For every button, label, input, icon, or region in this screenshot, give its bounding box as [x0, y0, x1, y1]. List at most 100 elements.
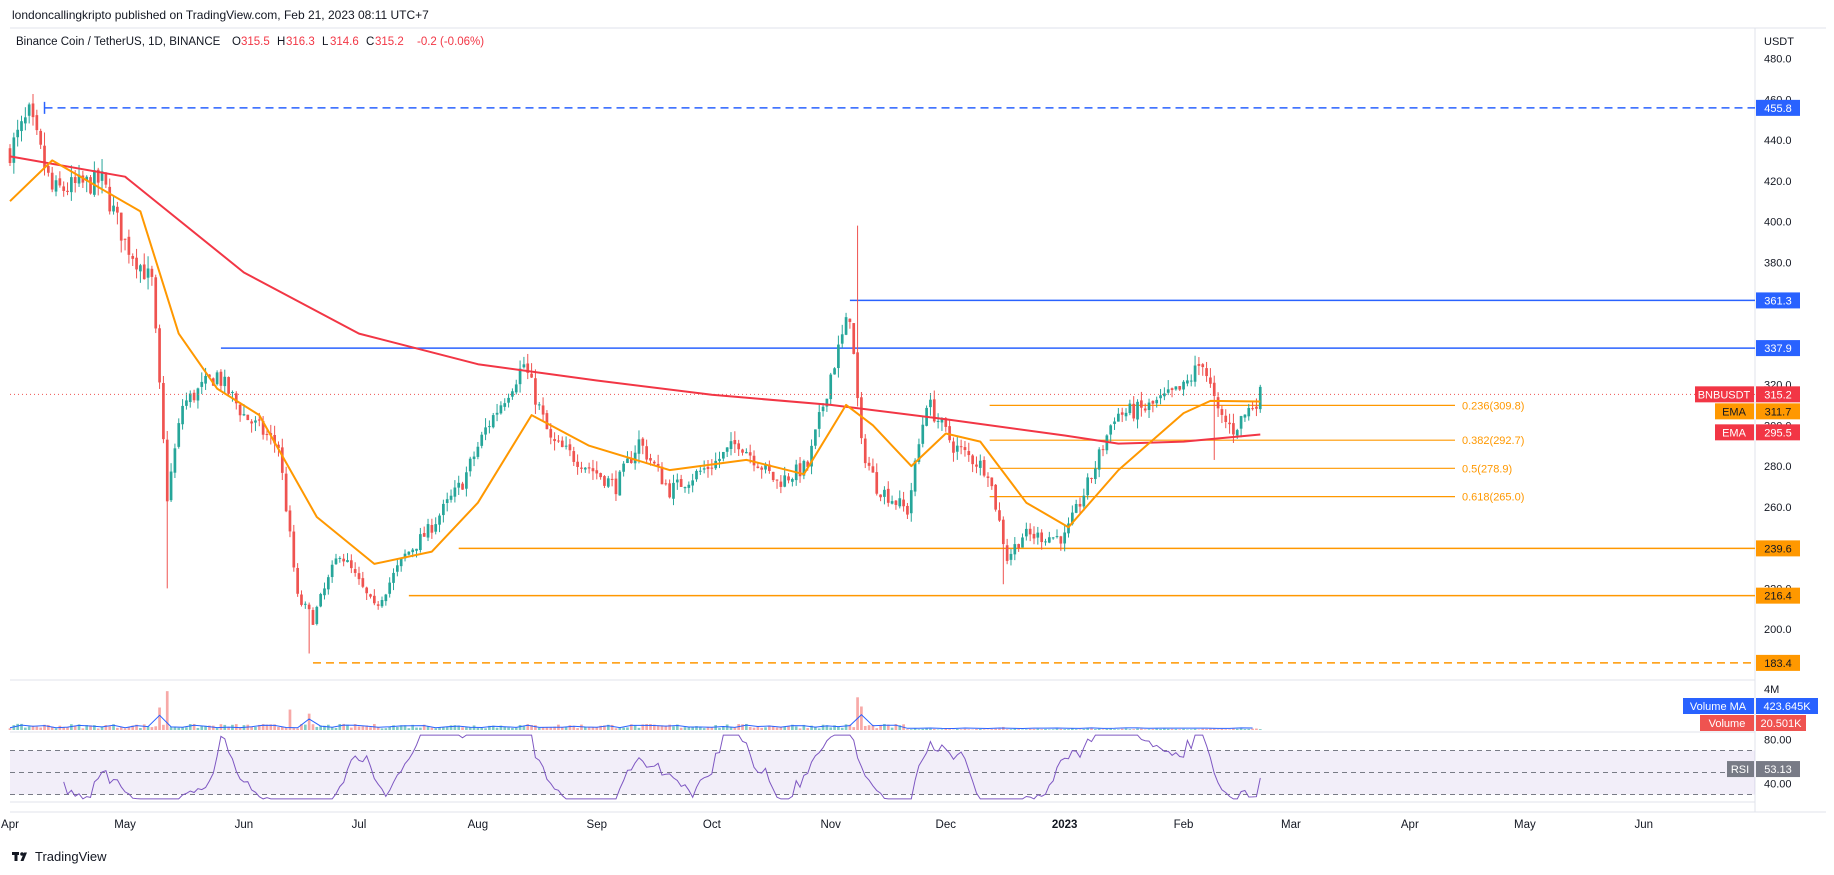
volume-bar — [35, 726, 39, 730]
candle — [1136, 399, 1139, 429]
candle — [1151, 400, 1155, 413]
candle — [821, 403, 825, 417]
rsi-pane[interactable]: 80.00 40.00 RSI 53.13 — [10, 735, 1800, 800]
volume-bar — [311, 724, 315, 730]
candle-body — [511, 391, 514, 397]
candle — [507, 393, 510, 408]
volume-bar — [292, 728, 296, 730]
candle — [706, 460, 710, 478]
volume-bar — [1243, 729, 1247, 730]
candle-body — [871, 466, 875, 473]
level-tag-455.8 — [1756, 99, 1800, 116]
volume-bar — [572, 725, 576, 730]
candle — [1166, 380, 1170, 396]
candle-body — [994, 484, 997, 510]
candle-body — [246, 414, 250, 421]
candle — [518, 360, 522, 393]
volume-bar — [108, 726, 112, 730]
candle-body — [840, 334, 844, 344]
volume-bar — [100, 726, 104, 730]
candle — [16, 119, 20, 147]
candle-body — [955, 445, 959, 452]
candle — [1120, 407, 1124, 423]
candle-body — [346, 560, 349, 563]
candle — [185, 392, 188, 410]
tradingview-brand: TradingView — [35, 849, 107, 864]
footer[interactable]: TradingView — [12, 849, 107, 864]
candle-body — [1258, 386, 1262, 410]
candle — [906, 502, 909, 519]
candle — [93, 161, 96, 197]
volume-bar — [1220, 728, 1224, 730]
candle-body — [990, 477, 994, 487]
volume-pane[interactable]: 4M Volume MA 423.645K Volume 20.501K — [8, 684, 1818, 731]
volume-bar — [403, 725, 407, 730]
volume-bar — [23, 727, 27, 730]
candle-body — [461, 483, 464, 490]
volume-bar — [119, 726, 123, 730]
candle-body — [1247, 407, 1251, 417]
candle — [250, 419, 253, 433]
volume-bar — [47, 724, 50, 730]
candle-body — [219, 371, 223, 386]
candle — [1209, 368, 1212, 388]
volume-bar — [978, 729, 982, 730]
candle — [622, 461, 625, 477]
volume-bar — [610, 724, 614, 730]
symbol-tag-label: BNBUSDT — [1698, 389, 1751, 401]
volume-bar — [158, 707, 161, 730]
volume-bar — [534, 725, 537, 730]
candle-body — [353, 569, 357, 573]
volume-bar — [906, 729, 909, 730]
volume-bar — [1063, 729, 1067, 730]
volume-bar — [434, 728, 438, 730]
candle — [104, 172, 108, 189]
tradingview-logo-icon — [12, 851, 27, 861]
volume-bar — [994, 728, 997, 730]
candle-body — [771, 471, 775, 481]
volume-bar — [365, 725, 369, 730]
candle-body — [1021, 537, 1024, 548]
volume-bar — [1186, 729, 1189, 730]
candles[interactable] — [8, 94, 1755, 654]
volume-bar — [169, 726, 173, 730]
volume-bar — [288, 709, 292, 730]
ohlc-open-value: 315.5 — [241, 36, 270, 48]
candle-body — [1170, 388, 1174, 391]
candle-body — [1205, 368, 1208, 377]
volume-bar — [932, 728, 936, 730]
candle-body — [645, 446, 648, 460]
candle-body — [906, 505, 909, 515]
volume-bar — [1209, 728, 1212, 730]
candle — [365, 586, 369, 600]
volume-bar — [357, 726, 361, 730]
level-tag-361.3 — [1756, 292, 1800, 309]
candle — [1109, 424, 1113, 443]
candle — [537, 401, 541, 410]
candle-body — [112, 205, 115, 212]
volume-bar — [269, 724, 273, 730]
candle-body — [783, 475, 787, 487]
candle — [288, 505, 292, 538]
candle-body — [422, 533, 426, 537]
volume-bar — [810, 725, 813, 730]
time-tick-label: May — [1514, 819, 1536, 831]
candle — [656, 454, 660, 472]
candle — [20, 115, 23, 142]
volume-bar — [1047, 729, 1051, 730]
fibonacci-retracement[interactable]: 0.236(309.8) 0.382(292.7) 0.5(278.9) 0.618(… — [989, 400, 1525, 504]
candle-body — [380, 599, 384, 607]
horizontal-levels[interactable]: 455.8 361.3 337.9 239.6 216.4 183.4 — [43, 99, 1800, 671]
volume-bar — [599, 725, 602, 730]
volume-bar — [603, 725, 606, 730]
volume-bar — [698, 727, 702, 730]
time-axis[interactable]: Apr May Jun Jul Aug Sep Oct Nov Dec 2023 Feb Mar Apr… — [1, 819, 1653, 831]
candle — [465, 466, 468, 497]
candle — [388, 577, 392, 598]
volume-bar — [1040, 729, 1044, 730]
candle-body — [890, 501, 894, 504]
candle — [472, 451, 476, 467]
ema-slow-line — [9, 155, 1261, 445]
candle-body — [833, 368, 836, 375]
